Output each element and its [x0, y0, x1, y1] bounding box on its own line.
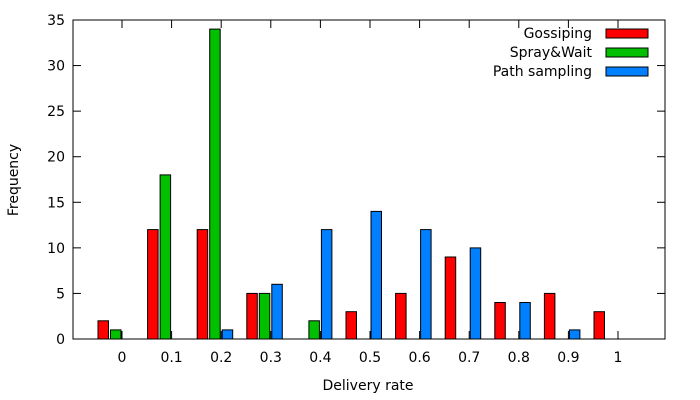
y-tick-label: 10 [47, 241, 65, 257]
bar-path-sampling-0-7 [469, 247, 482, 340]
bar-gossiping-0-2 [196, 229, 209, 340]
legend: Gossiping Spray&Wait Path sampling [493, 26, 649, 80]
bar-path-sampling-0-8 [519, 302, 531, 340]
bar-gossiping-0-9 [543, 292, 556, 340]
bar-path-sampling-0-4 [320, 229, 333, 340]
bar-gossiping-0-8 [494, 302, 506, 340]
y-tick-label: 5 [56, 286, 65, 302]
y-axis-label: Frequency [6, 144, 22, 216]
x-tick-label: 0.8 [508, 350, 530, 366]
bar-path-sampling-0-9 [568, 329, 581, 340]
bar-gossiping-0-6 [395, 292, 407, 340]
y-axis-ticks: 0 5 10 15 20 25 30 35 [47, 13, 665, 348]
legend-swatch [605, 28, 649, 39]
y-tick-label: 30 [47, 59, 65, 75]
bar-gossiping-0-7 [444, 256, 457, 340]
x-tick-label: 0.4 [309, 350, 331, 366]
legend-label: Path sampling [493, 64, 592, 80]
x-axis-ticks: 0 0.1 0.2 0.3 0.4 0.5 0.6 0.7 0.8 0.9 1 [118, 20, 623, 366]
x-tick-label: 0.9 [557, 350, 579, 366]
y-tick-label: 15 [47, 195, 65, 211]
legend-label: Gossiping [524, 26, 592, 42]
plot-border [72, 19, 666, 340]
bar-spray-wait-0 [110, 329, 122, 340]
bar-spray-wait-0-2 [209, 28, 221, 340]
x-tick-label: 0.2 [210, 350, 232, 366]
bar-path-sampling-0-2 [221, 329, 234, 340]
x-tick-label: 0.7 [458, 350, 480, 366]
bar-path-sampling-0-6 [420, 229, 432, 340]
y-tick-label: 25 [47, 104, 65, 120]
bars [97, 28, 605, 340]
bar-path-sampling-0-3 [271, 283, 283, 340]
legend-swatch [605, 47, 649, 58]
bar-path-sampling-0-5 [370, 210, 382, 340]
x-axis-label: Delivery rate [323, 378, 414, 394]
bar-spray-wait-0-1 [159, 174, 172, 340]
bar-spray-wait-0-3 [258, 292, 271, 340]
bar-gossiping-0-1 [147, 229, 159, 340]
y-tick-label: 20 [47, 150, 65, 166]
bar-gossiping-0 [97, 320, 109, 340]
x-tick-label: 1 [614, 350, 623, 366]
y-tick-label: 35 [47, 13, 65, 29]
bar-gossiping-1 [593, 311, 605, 340]
legend-swatch [605, 66, 649, 77]
bar-gossiping-0-3 [246, 292, 258, 340]
y-tick-label: 0 [56, 332, 65, 348]
legend-label: Spray&Wait [510, 45, 593, 61]
x-tick-label: 0.3 [260, 350, 282, 366]
bar-gossiping-0-5 [345, 311, 357, 340]
x-tick-label: 0.6 [408, 350, 430, 366]
bar-spray-wait-0-4 [308, 320, 320, 340]
x-tick-label: 0.1 [160, 350, 182, 366]
x-tick-label: 0 [118, 350, 127, 366]
plot-frame [72, 19, 666, 340]
x-tick-label: 0.5 [359, 350, 381, 366]
